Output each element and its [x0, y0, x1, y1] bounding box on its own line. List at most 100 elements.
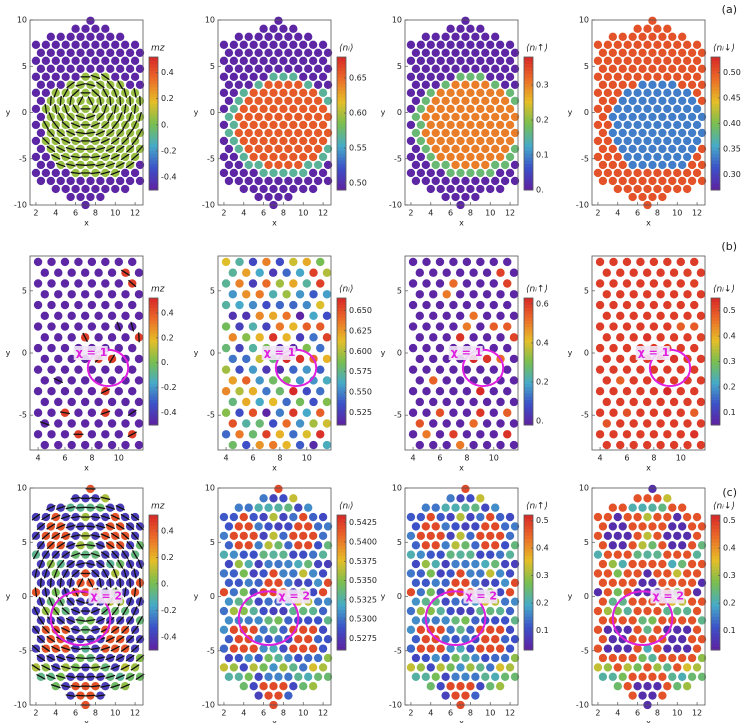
- colorbar-step: [337, 521, 346, 526]
- lattice-site: [456, 494, 465, 503]
- lattice-site: [503, 365, 512, 374]
- spin-arrow: [75, 147, 86, 151]
- colorbar-step: [524, 170, 533, 174]
- lattice-site: [476, 569, 485, 578]
- chirality-label: χ = 1: [451, 346, 483, 359]
- spin-arrow: [123, 87, 128, 98]
- lattice-site: [406, 644, 416, 653]
- lattice-site: [476, 682, 485, 691]
- spin-arrow: [61, 121, 70, 129]
- lattice-site: [259, 606, 268, 616]
- lattice-site: [299, 531, 308, 541]
- lattice-site: [259, 136, 268, 146]
- lattice-site: [593, 569, 603, 578]
- colorbar-step: [711, 639, 720, 644]
- lattice-site: [643, 512, 652, 522]
- lattice-site: [603, 56, 613, 65]
- lattice-site: [613, 588, 622, 597]
- colorbar-step: [524, 80, 533, 85]
- lattice-site: [456, 550, 465, 559]
- colorbar-step: [711, 528, 720, 533]
- lattice-site: [316, 387, 325, 396]
- y-tick-label: -5: [581, 646, 589, 655]
- spin-arrow: [60, 533, 71, 539]
- lattice-site: [481, 112, 490, 122]
- lattice-site: [426, 120, 435, 130]
- lattice-site: [623, 512, 632, 522]
- lattice-site: [47, 408, 56, 417]
- lattice-site: [411, 559, 421, 569]
- lattice-site: [692, 531, 702, 541]
- y-axis-label: y: [568, 108, 573, 117]
- lattice-site: [431, 559, 440, 569]
- lattice-site: [71, 72, 80, 81]
- lattice-site: [636, 430, 645, 439]
- lattice-site: [623, 72, 632, 81]
- y-tick-label: -5: [207, 154, 215, 163]
- lattice-site: [616, 419, 625, 428]
- lattice-site: [462, 322, 472, 331]
- lattice-site: [74, 408, 83, 417]
- colorbar-step: [149, 96, 158, 101]
- colorbar-step: [711, 342, 720, 347]
- lattice-site: [121, 311, 130, 321]
- y-tick-label: 5: [210, 538, 215, 547]
- lattice-site: [275, 279, 285, 288]
- colorbar-step: [524, 160, 533, 164]
- colorbar-step: [524, 76, 533, 81]
- lattice-site: [284, 503, 293, 512]
- colorbar-tick-label: 0.: [536, 186, 544, 195]
- spin-arrow: [75, 599, 86, 604]
- lattice-site: [264, 597, 273, 606]
- colorbar-step: [149, 515, 158, 519]
- lattice-site: [503, 322, 512, 331]
- lattice-site: [322, 419, 332, 428]
- lattice-site: [648, 64, 657, 73]
- panel: [219, 484, 333, 710]
- spin-arrow: [49, 577, 52, 588]
- lattice-site: [613, 663, 622, 672]
- lattice-site: [239, 569, 248, 578]
- lattice-site: [449, 408, 458, 417]
- lattice-site: [598, 597, 608, 606]
- lattice-site: [500, 96, 510, 106]
- lattice-site: [249, 88, 258, 98]
- lattice-site: [274, 96, 283, 106]
- lattice-site: [696, 397, 706, 407]
- lattice-site: [456, 569, 465, 578]
- lattice-site: [262, 279, 271, 288]
- lattice-site: [308, 550, 318, 559]
- spin-arrow: [51, 154, 61, 160]
- lattice-site: [678, 578, 687, 588]
- colorbar-tick-label: 0.45: [723, 93, 741, 102]
- lattice-site: [593, 606, 603, 616]
- y-tick-label: 0: [210, 592, 215, 601]
- x-tick-label: 10: [485, 209, 495, 218]
- lattice-site: [431, 541, 440, 550]
- spin-arrow: [65, 542, 76, 548]
- colorbar-step: [524, 528, 533, 533]
- lattice-site: [603, 550, 613, 559]
- spin-arrow: [95, 506, 106, 510]
- lattice-site: [613, 184, 622, 194]
- spin-arrow: [126, 615, 134, 625]
- colorbar-step: [149, 90, 158, 95]
- lattice-site: [415, 376, 424, 385]
- lattice-site: [234, 32, 243, 41]
- lattice-site: [284, 112, 293, 122]
- colorbar-step: [337, 60, 346, 65]
- colorbar-step: [149, 93, 158, 98]
- lattice-site: [482, 268, 492, 277]
- x-tick-label: 4: [53, 709, 58, 718]
- lattice-site: [268, 397, 278, 407]
- spin-arrow: [59, 411, 71, 415]
- lattice-site: [656, 268, 665, 277]
- colorbar-step: [149, 83, 158, 88]
- lattice-site: [455, 333, 465, 342]
- lattice-site: [254, 559, 263, 569]
- lattice-site: [51, 56, 60, 65]
- colorbar-frame: [523, 297, 534, 426]
- colorbar-frame: [710, 514, 721, 651]
- panel: [219, 16, 333, 210]
- colorbar-tick-label: -0.4: [161, 408, 177, 417]
